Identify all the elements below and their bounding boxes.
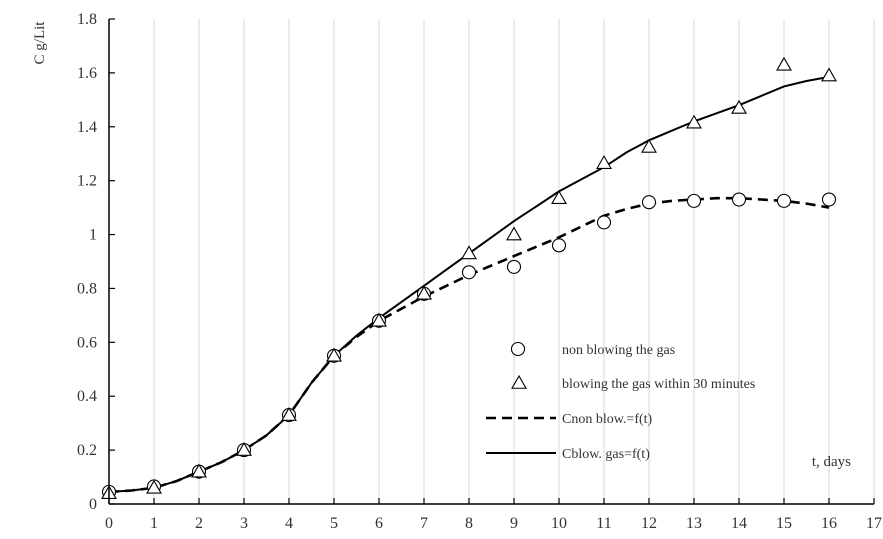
legend-entry: Cnon blow.=f(t)	[486, 412, 653, 427]
legend-entry: Cblow. gas=f(t)	[486, 447, 650, 462]
triangle-marker	[511, 374, 527, 389]
legend-label: Cblow. gas=f(t)	[562, 447, 650, 462]
triangle-marker	[776, 56, 792, 71]
x-tick-label: 15	[776, 515, 792, 532]
y-tick-label: 0	[89, 496, 97, 513]
circle-marker	[596, 215, 612, 230]
legend-label: non blowing the gas	[562, 343, 675, 358]
y-tick-label: 0.8	[77, 280, 97, 297]
legend-entry: blowing the gas within 30 minutes	[511, 374, 755, 392]
triangle-marker	[461, 245, 477, 260]
triangle-marker	[236, 442, 252, 456]
x-tick-label: 6	[375, 515, 383, 532]
x-tick-label: 17	[866, 515, 882, 532]
triangle-marker	[416, 285, 432, 300]
circle-marker	[461, 265, 477, 280]
circle-marker	[506, 259, 522, 274]
triangle-marker	[686, 114, 702, 129]
circle-marker	[551, 238, 567, 253]
triangle-marker	[371, 312, 387, 327]
triangle-marker	[191, 463, 207, 478]
y-tick-label: 1.6	[77, 65, 97, 82]
x-tick-label: 5	[330, 515, 338, 532]
x-tick-label: 11	[596, 515, 611, 532]
y-tick-label: 0.2	[77, 442, 97, 459]
x-tick-label: 13	[686, 515, 702, 532]
x-axis-title: t, days	[812, 454, 851, 470]
y-tick-label: 1	[89, 227, 97, 244]
y-tick-label: 0.6	[77, 334, 97, 351]
triangle-marker	[731, 99, 747, 114]
circle-marker	[731, 192, 747, 207]
circle-marker	[510, 341, 526, 357]
x-tick-label: 7	[420, 515, 428, 532]
x-tick-label: 0	[105, 515, 113, 532]
y-tick-label: 0.4	[77, 388, 97, 405]
y-tick-label: 1.4	[77, 119, 97, 136]
y-tick-label: 1.8	[77, 11, 97, 28]
circle-marker	[821, 192, 837, 207]
legend-label: Cnon blow.=f(t)	[562, 412, 653, 427]
y-tick-label: 1.2	[77, 173, 97, 190]
x-tick-label: 2	[195, 515, 203, 532]
x-tick-label: 16	[821, 515, 837, 532]
x-tick-label: 12	[641, 515, 657, 532]
triangle-marker	[641, 138, 657, 153]
triangle-marker	[281, 406, 297, 421]
grid-lines	[153, 19, 875, 504]
legend-entry: non blowing the gas	[510, 341, 675, 358]
x-tick-label: 1	[150, 515, 158, 532]
plot-area	[101, 56, 837, 500]
circle-marker	[686, 193, 702, 208]
circle-marker	[776, 193, 792, 208]
y-axis-title: C g/Lit	[32, 21, 48, 65]
x-tick-label: 3	[240, 515, 248, 532]
x-tick-label: 14	[731, 515, 747, 532]
triangle-marker	[551, 190, 567, 204]
legend: non blowing the gas blowing the gas withi…	[486, 341, 755, 462]
x-tick-label: 9	[510, 515, 518, 532]
triangle-marker	[326, 347, 342, 362]
triangle-marker	[821, 67, 837, 82]
x-tick-label: 10	[551, 515, 567, 532]
triangle-marker	[506, 226, 522, 241]
x-tick-label: 8	[465, 515, 473, 532]
legend-label: blowing the gas within 30 minutes	[562, 377, 755, 392]
x-tick-label: 4	[285, 515, 293, 532]
triangle-marker	[596, 155, 612, 169]
triangle-marker	[146, 479, 162, 494]
circle-marker	[641, 195, 657, 210]
axes: 0 1 2 3 4 5 6 7 8 9 10 11 12 13 14 15 16 1700.20.40.60.81…	[77, 11, 882, 532]
